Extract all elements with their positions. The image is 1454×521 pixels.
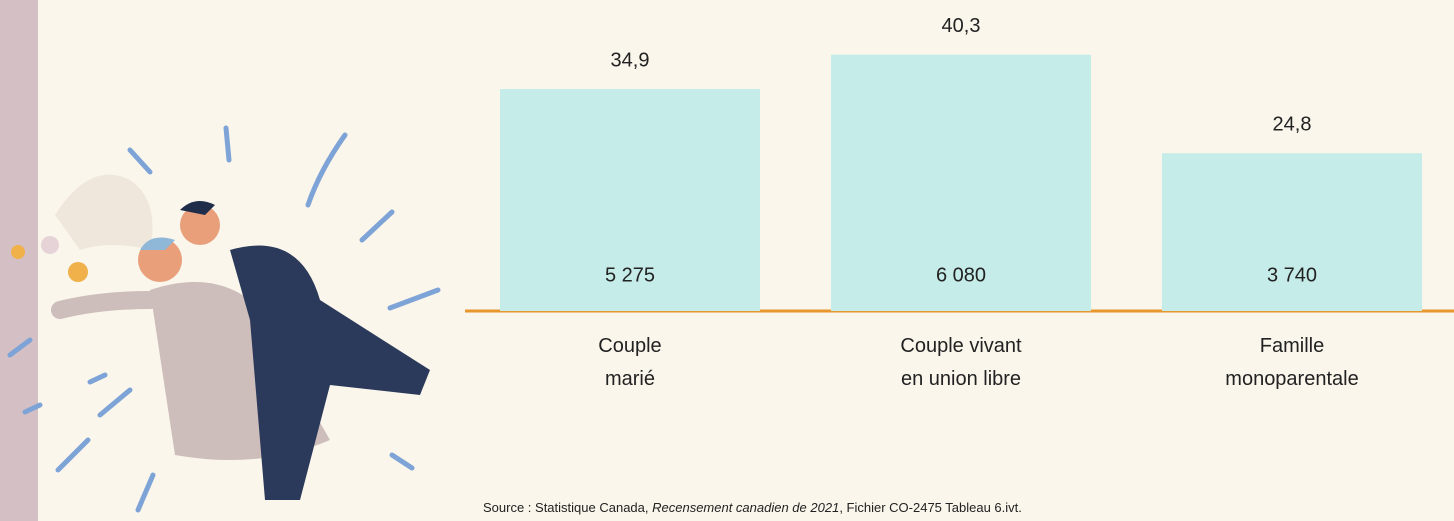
page: 34,9 5 275 40,3 6 080 24,8 3 740 Source : Sta… xyxy=(0,0,1454,521)
count-label: 5 275 xyxy=(605,264,655,286)
bar xyxy=(1162,153,1422,311)
veil xyxy=(55,175,153,250)
flower xyxy=(11,245,25,259)
value-label: 40,3 xyxy=(942,15,981,37)
count-label: 6 080 xyxy=(936,264,986,286)
source-text: , Fichier CO-2475 Tableau 6.ivt. xyxy=(839,500,1022,515)
count-label: 3 740 xyxy=(1267,264,1317,286)
illustration xyxy=(10,128,438,510)
source-title: Recensement canadien de 2021 xyxy=(652,500,839,515)
category-label: Couple marié xyxy=(500,330,760,396)
value-label: 34,9 xyxy=(611,49,650,71)
source-text: Source : Statistique Canada, xyxy=(483,500,652,515)
source-note: Source : Statistique Canada, Recensement… xyxy=(483,500,1022,515)
value-label: 24,8 xyxy=(1273,114,1312,136)
category-label: Famille monoparentale xyxy=(1162,330,1422,396)
arm xyxy=(60,300,150,310)
side-strip xyxy=(0,0,38,521)
category-label: Couple vivant en union libre xyxy=(831,330,1091,396)
chart: 34,9 5 275 40,3 6 080 24,8 3 740 xyxy=(0,0,1454,521)
flower xyxy=(41,236,59,254)
flower xyxy=(68,262,88,282)
